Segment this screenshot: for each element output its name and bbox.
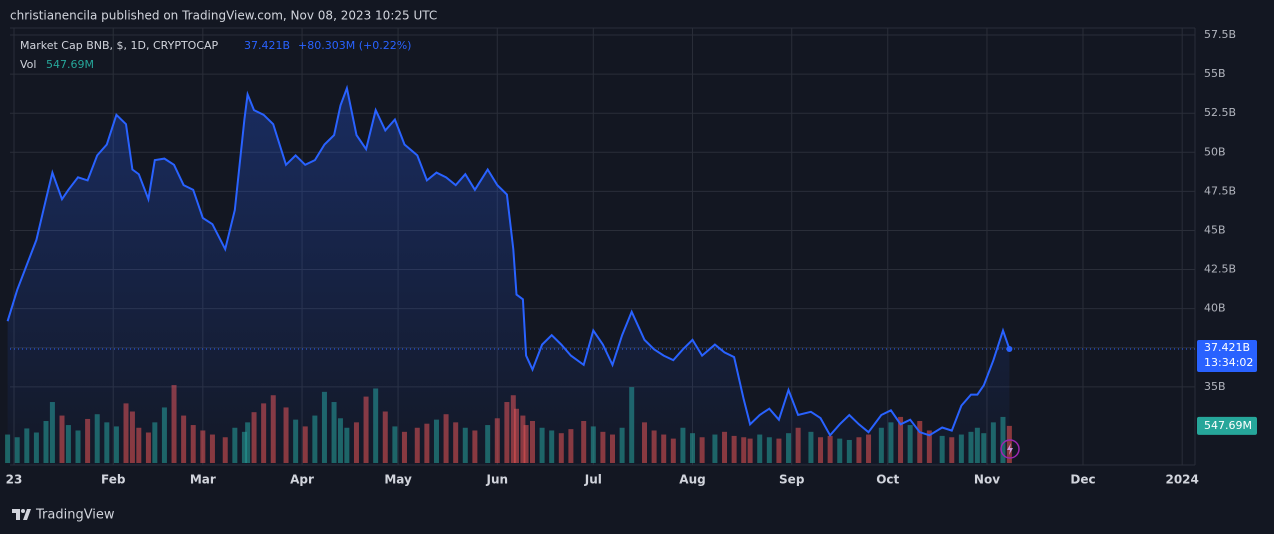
volume-bar	[5, 434, 11, 463]
event-icon-bolt	[1007, 443, 1013, 455]
legend-last-volume: 547.69M	[46, 58, 94, 71]
price-label-box	[1197, 339, 1257, 372]
y-tick-label: 47.5B	[1204, 184, 1236, 197]
x-tick-label: Jul	[584, 473, 602, 487]
x-tick-label: Jun	[486, 473, 509, 487]
x-tick-label: Feb	[101, 473, 126, 487]
y-tick-label: 57.5B	[1204, 28, 1236, 41]
price-line	[6, 84, 1011, 438]
x-tick-label: 2024	[1165, 473, 1198, 487]
legend-change: +80.303M (+0.22%)	[298, 39, 411, 52]
countdown: 13:34:02	[1204, 356, 1253, 369]
axes: 35B37.5B40B42.5B45B47.5B50B52.5B55B57.5B…	[6, 28, 1257, 487]
price-label: 37.421B	[1204, 341, 1250, 354]
y-tick-label: 42.5B	[1204, 263, 1236, 276]
y-tick-label: 50B	[1204, 145, 1226, 158]
x-tick-label: 23	[6, 473, 23, 487]
x-tick-label: Sep	[779, 473, 805, 487]
y-tick-label: 55B	[1204, 67, 1226, 80]
volume-title: Vol	[20, 58, 36, 71]
x-tick-label: May	[384, 473, 412, 487]
volume-label: 547.69M	[1204, 419, 1252, 432]
legend-last-price: 37.421B	[244, 39, 290, 52]
brand-text: TradingView	[35, 508, 115, 523]
x-tick-label: Dec	[1070, 473, 1095, 487]
x-tick-label: Mar	[190, 473, 216, 487]
y-tick-label: 45B	[1204, 223, 1226, 236]
y-tick-label: 52.5B	[1204, 106, 1236, 119]
chart-title: Market Cap BNB, $, 1D, CRYPTOCAP	[20, 39, 219, 52]
x-tick-label: Oct	[876, 473, 899, 487]
x-tick-label: Apr	[290, 473, 314, 487]
y-tick-label: 40B	[1204, 302, 1226, 315]
brand-logo	[12, 509, 31, 520]
event-icon[interactable]	[1000, 439, 1020, 459]
volume-label-box	[1197, 416, 1257, 435]
x-tick-label: Aug	[679, 473, 705, 487]
x-tick-label: Nov	[974, 473, 1000, 487]
last-price-dot	[1006, 345, 1013, 352]
price-area	[7, 88, 1010, 465]
y-tick-label: 35B	[1204, 380, 1226, 393]
plot	[6, 84, 1195, 465]
publish-header: christianencila published on TradingView…	[10, 9, 437, 23]
